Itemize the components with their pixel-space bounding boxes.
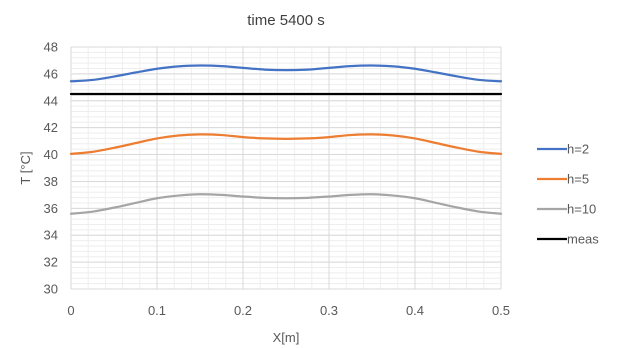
y-tick-label: 40	[44, 147, 58, 162]
series-lines	[69, 64, 503, 215]
y-tick-label: 38	[44, 174, 58, 189]
x-axis-label: X[m]	[273, 330, 300, 345]
series-line-h-5	[69, 133, 503, 156]
x-tick-label: 0	[67, 303, 74, 318]
series-line-h-2	[69, 64, 503, 83]
y-tick-label: 36	[44, 201, 58, 216]
x-tick-label: 0.1	[148, 303, 166, 318]
y-tick-label: 48	[44, 40, 58, 55]
y-tick-label: 32	[44, 255, 58, 270]
y-axis-label: T [°C]	[18, 151, 33, 184]
axis-ticks: 30 32 34 36 38 40 42 44 46 48 0 0.1 0.2 0.3 0.4 0.5	[44, 40, 511, 319]
y-tick-label: 30	[44, 282, 58, 297]
x-tick-label: 0.4	[406, 303, 424, 318]
legend-label-meas: meas	[567, 232, 599, 247]
y-tick-label: 42	[44, 120, 58, 135]
x-tick-label: 0.3	[320, 303, 338, 318]
legend-label-h-2: h=2	[567, 142, 589, 157]
legend-label-h-5: h=5	[567, 172, 589, 187]
series-line-h-10	[69, 193, 503, 215]
chart-title: time 5400 s	[247, 12, 325, 29]
legend: h=2 h=5 h=10 meas	[537, 142, 599, 247]
y-tick-label: 34	[44, 228, 58, 243]
y-tick-label: 44	[44, 93, 58, 108]
y-tick-label: 46	[44, 66, 58, 81]
x-tick-label: 0.5	[492, 303, 510, 318]
grid-lines	[70, 46, 502, 290]
legend-label-h-10: h=10	[567, 202, 596, 217]
x-tick-label: 0.2	[234, 303, 252, 318]
